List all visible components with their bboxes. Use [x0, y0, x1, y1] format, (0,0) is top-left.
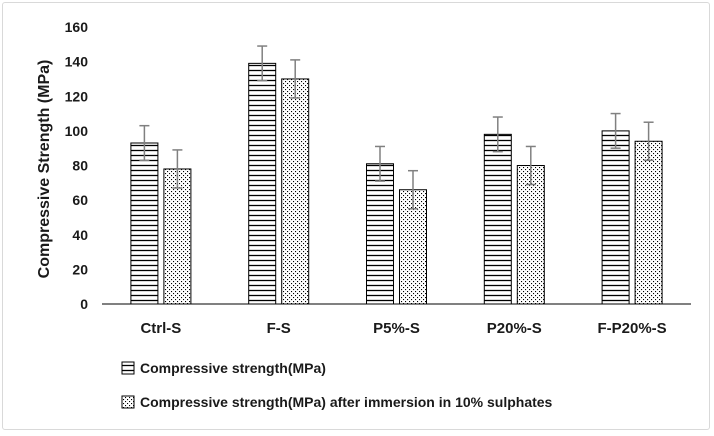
legend-item-series-1: Compressive strength(MPa)	[121, 360, 326, 376]
y-tick-label: 120	[65, 88, 89, 104]
chart-frame: Compressive Strength (MPa) 0 20 40 60 80 100 1…	[2, 2, 710, 430]
x-axis-labels: Ctrl-S F-S P5%-S P20%-S F-P20%-S	[140, 320, 666, 337]
y-tick-label: 100	[65, 123, 89, 139]
error-bar	[257, 45, 268, 82]
error-bar	[525, 145, 536, 186]
error-bar	[643, 121, 654, 162]
error-bar	[139, 124, 150, 162]
y-tick-label: 0	[80, 296, 88, 312]
error-bar	[408, 169, 418, 210]
legend-item-series-2: Compressive strength(MPa) after immersio…	[121, 394, 553, 410]
y-tick-label: 40	[72, 227, 88, 243]
y-tick-label: 160	[65, 19, 89, 35]
y-axis-ticks: 0 20 40 60 80 100 120 140 160	[65, 19, 89, 312]
legend-swatch-series-2	[121, 395, 135, 409]
x-category-label: P20%-S	[487, 320, 542, 337]
legend-swatch-series-1	[121, 361, 135, 375]
y-tick-label: 20	[72, 261, 88, 277]
y-tick-label: 80	[72, 158, 88, 174]
x-category-label: P5%-S	[373, 320, 420, 337]
x-category-label: F-P20%-S	[598, 320, 667, 337]
y-tick-label: 140	[65, 54, 89, 70]
bar-strength-4	[601, 130, 630, 305]
legend: Compressive strength(MPa) Compressive st…	[121, 360, 553, 410]
error-bar	[290, 59, 301, 99]
compressive-strength-chart: Compressive Strength (MPa) 0 20 40 60 80 100 1…	[36, 19, 691, 410]
bars	[130, 62, 663, 305]
legend-label-series-1: Compressive strength(MPa)	[140, 360, 326, 376]
error-bar	[375, 145, 385, 182]
y-axis-title: Compressive Strength (MPa)	[36, 60, 53, 279]
y-tick-label: 60	[72, 192, 88, 208]
bar-strength-after-sulphates-0	[163, 168, 192, 305]
error-bar	[172, 149, 183, 189]
bar-strength-1	[248, 62, 277, 305]
legend-label-series-2: Compressive strength(MPa) after immersio…	[140, 394, 553, 410]
bar-strength-2	[366, 163, 394, 305]
bar-strength-after-sulphates-4	[634, 140, 663, 305]
bar-strength-after-sulphates-1	[281, 78, 310, 305]
x-category-label: Ctrl-S	[140, 320, 181, 337]
x-category-label: F-S	[267, 320, 291, 337]
bar-strength-3	[483, 133, 512, 305]
error-bars	[139, 45, 654, 210]
error-bar	[610, 112, 621, 149]
bar-strength-after-sulphates-3	[516, 165, 545, 305]
error-bar	[492, 116, 503, 153]
bar-strength-0	[130, 142, 159, 305]
